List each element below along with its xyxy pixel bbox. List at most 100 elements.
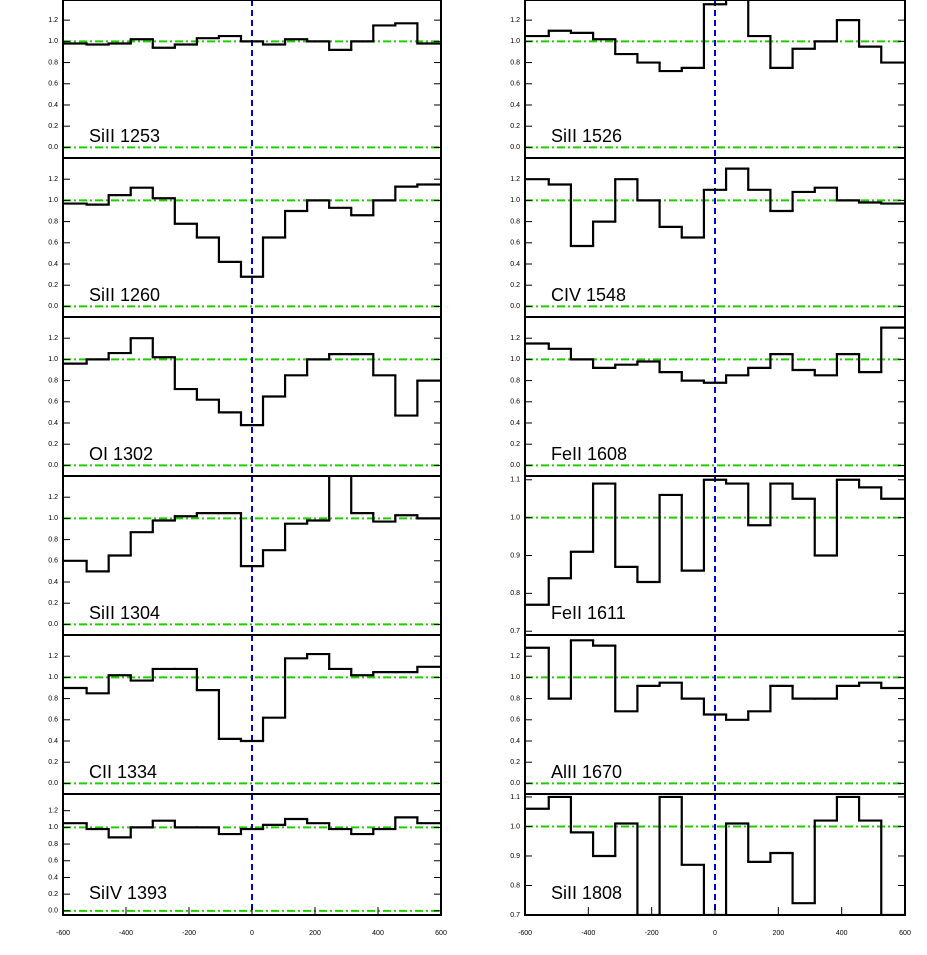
ion-label: FeII 1608 <box>551 444 627 464</box>
y-tick-label: 0.2 <box>48 600 58 607</box>
y-tick-label: 0.0 <box>48 908 58 915</box>
plot-area <box>525 635 905 794</box>
y-tick-label: 0.6 <box>510 717 520 724</box>
plot-area <box>63 635 441 794</box>
plot-area <box>525 158 905 317</box>
y-tick-label: 0.2 <box>48 282 58 289</box>
y-tick-label: 0.7 <box>510 912 520 919</box>
y-tick-label: 0.9 <box>510 853 520 860</box>
y-tick-label: 1.2 <box>510 176 520 183</box>
ion-label: SiII 1260 <box>89 285 160 305</box>
x-tick-label: 600 <box>899 930 911 937</box>
panel: 0.0 0.2 0.4 0.6 0.8 1.0 1.2 AlII 1670 <box>510 634 906 795</box>
plot-area <box>525 476 905 635</box>
y-tick-label: 0.7 <box>510 628 520 635</box>
y-tick-label: 1.1 <box>510 477 520 484</box>
y-tick-label: 0.2 <box>510 441 520 448</box>
panel: 0.7 0.8 0.9 1.0 1.1 -600 -400 -200 0 200 400 600 SiI… <box>510 793 911 937</box>
y-tick-label: 0.4 <box>48 579 58 586</box>
panel: 0.0 0.2 0.4 0.6 0.8 1.0 1.2 SiII 1260 <box>48 157 442 318</box>
ion-label: SiII 1304 <box>89 603 160 623</box>
y-tick-label: 0.6 <box>510 81 520 88</box>
plot-area <box>525 317 905 476</box>
y-tick-label: 0.0 <box>48 462 58 469</box>
y-tick-label: 1.0 <box>48 824 58 831</box>
ion-label: SiIV 1393 <box>89 883 167 903</box>
y-tick-label: 0.0 <box>48 780 58 787</box>
y-tick-label: 0.0 <box>510 780 520 787</box>
y-tick-label: 1.0 <box>510 38 520 45</box>
y-tick-label: 1.0 <box>510 514 520 521</box>
ion-label: CIV 1548 <box>551 285 626 305</box>
panel: 0.0 0.2 0.4 0.6 0.8 1.0 1.2 -600 -400 -200 0 200 400… <box>48 793 447 937</box>
y-tick-label: 1.0 <box>48 674 58 681</box>
plot-area <box>63 0 441 158</box>
y-tick-label: 0.8 <box>510 218 520 225</box>
y-tick-label: 0.6 <box>48 858 58 865</box>
y-tick-label: 0.4 <box>48 102 58 109</box>
ion-label: AlII 1670 <box>551 762 622 782</box>
y-tick-label: 0.0 <box>48 621 58 628</box>
x-tick-label: -400 <box>581 930 595 937</box>
x-tick-label: -200 <box>645 930 659 937</box>
y-tick-label: 0.2 <box>48 441 58 448</box>
y-tick-label: 1.0 <box>510 674 520 681</box>
y-tick-label: 0.4 <box>510 102 520 109</box>
y-tick-label: 0.6 <box>48 399 58 406</box>
y-tick-label: 0.8 <box>48 218 58 225</box>
plot-area <box>525 794 905 915</box>
panel: 0.0 0.2 0.4 0.6 0.8 1.0 1.2 CIV 1548 <box>510 157 906 318</box>
y-tick-label: 0.0 <box>510 303 520 310</box>
y-tick-label: 0.8 <box>48 695 58 702</box>
ion-label: CII 1334 <box>89 762 157 782</box>
y-tick-label: 0.0 <box>510 462 520 469</box>
y-tick-label: 0.4 <box>48 420 58 427</box>
y-tick-label: 0.4 <box>510 261 520 268</box>
y-tick-label: 0.2 <box>48 759 58 766</box>
y-tick-label: 1.0 <box>48 356 58 363</box>
x-tick-label: 400 <box>372 930 384 937</box>
y-tick-label: 0.8 <box>510 882 520 889</box>
x-tick-label: -400 <box>119 930 133 937</box>
panel: 0.0 0.2 0.4 0.6 0.8 1.0 1.2 SiII 1253 <box>48 0 442 159</box>
y-tick-label: 0.8 <box>48 59 58 66</box>
y-tick-label: 1.0 <box>48 38 58 45</box>
y-tick-label: 0.6 <box>48 558 58 565</box>
y-tick-label: 0.2 <box>510 282 520 289</box>
y-tick-label: 1.2 <box>510 335 520 342</box>
x-tick-label: 600 <box>435 930 447 937</box>
x-tick-label: -600 <box>518 930 532 937</box>
panel: 0.0 0.2 0.4 0.6 0.8 1.0 1.2 SiII 1304 <box>48 475 442 636</box>
y-tick-label: 0.8 <box>48 377 58 384</box>
y-tick-label: 0.0 <box>48 303 58 310</box>
y-tick-label: 0.4 <box>48 261 58 268</box>
plot-area <box>525 0 905 158</box>
ion-label: OI 1302 <box>89 444 153 464</box>
y-tick-label: 0.0 <box>510 144 520 151</box>
x-tick-label: 0 <box>713 930 717 937</box>
y-tick-label: 0.8 <box>48 536 58 543</box>
panel: 0.0 0.2 0.4 0.6 0.8 1.0 1.2 FeII 1608 <box>510 316 906 477</box>
y-tick-label: 0.6 <box>510 240 520 247</box>
y-tick-label: 1.0 <box>48 515 58 522</box>
y-tick-label: 0.2 <box>48 123 58 130</box>
y-tick-label: 1.2 <box>48 494 58 501</box>
y-tick-label: 1.2 <box>48 653 58 660</box>
y-tick-label: 0.6 <box>48 240 58 247</box>
y-tick-label: 0.2 <box>510 123 520 130</box>
ion-label: SiII 1526 <box>551 126 622 146</box>
x-tick-label: 0 <box>250 930 254 937</box>
y-tick-label: 1.2 <box>48 176 58 183</box>
x-tick-label: -200 <box>182 930 196 937</box>
y-tick-label: 1.2 <box>510 653 520 660</box>
y-tick-label: 0.6 <box>48 81 58 88</box>
y-tick-label: 1.2 <box>48 808 58 815</box>
x-tick-label: 200 <box>772 930 784 937</box>
panel: 0.0 0.2 0.4 0.6 0.8 1.0 1.2 SiII 1526 <box>510 0 906 159</box>
panel: 0.0 0.2 0.4 0.6 0.8 1.0 1.2 OI 1302 <box>48 316 442 477</box>
y-tick-label: 0.6 <box>510 399 520 406</box>
y-tick-label: 1.1 <box>510 794 520 801</box>
y-tick-label: 1.0 <box>510 197 520 204</box>
y-tick-label: 0.8 <box>48 841 58 848</box>
